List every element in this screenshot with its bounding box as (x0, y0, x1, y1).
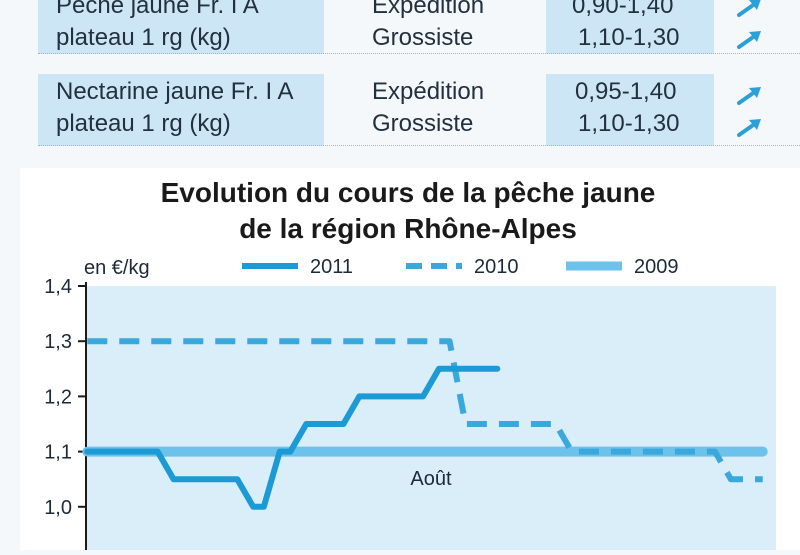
chart-title-line-2: de la région Rhône-Alpes (239, 213, 577, 244)
up-arrow-icon (737, 87, 761, 105)
y-tick-label: 1,3 (44, 331, 72, 353)
up-arrow-icon (737, 0, 761, 17)
y-tick-label: 1,1 (44, 442, 72, 464)
product-packaging: plateau 1 rg (kg) (56, 24, 231, 51)
product-name: Pêche jaune Fr. I A (56, 0, 259, 19)
product-name: Nectarine jaune Fr. I A (56, 78, 294, 105)
chart-title-line-1: Evolution du cours de la pêche jaune (161, 177, 656, 208)
price-table: Pêche jaune Fr. I A plateau 1 rg (kg) Ex… (38, 0, 800, 150)
legend-label-2009: 2009 (634, 256, 679, 278)
legend-label-2011: 2011 (310, 256, 353, 278)
y-axis: 0,91,01,11,21,31,4 (44, 276, 87, 555)
legend-label-2010: 2010 (474, 256, 519, 278)
stage-expedition: Expédition (372, 78, 485, 105)
stage-grossiste: Grossiste (372, 24, 474, 51)
series-line-2011 (84, 365, 501, 510)
chart-panel: Evolution du cours de la pêche jaune de … (20, 168, 800, 555)
y-tick-label: 1,4 (44, 276, 72, 298)
month-annotation: Août (410, 468, 452, 490)
up-arrow-icon (737, 119, 761, 137)
table-row: Pêche jaune Fr. I A plateau 1 rg (kg) Ex… (38, 0, 800, 54)
y-tick-label: 1,0 (44, 497, 72, 519)
chart-legend: 2011 2010 2009 (242, 256, 679, 278)
y-tick-label: 1,2 (44, 386, 72, 408)
price-range: 0,95-1,40 (575, 78, 677, 105)
plot-area (86, 286, 776, 555)
price-evolution-chart: Evolution du cours de la pêche jaune de … (44, 177, 777, 555)
series-layer (82, 338, 768, 510)
price-range: 0,90-1,40 (572, 0, 674, 19)
stage-expedition: Expédition (372, 0, 485, 19)
up-arrow-icon (737, 31, 761, 49)
price-range: 1,10-1,30 (578, 24, 680, 51)
product-packaging: plateau 1 rg (kg) (56, 110, 231, 137)
price-range: 1,10-1,30 (578, 110, 680, 137)
unit-label: en €/kg (84, 257, 150, 279)
table-row: Nectarine jaune Fr. I A plateau 1 rg (kg… (38, 74, 800, 146)
stage-grossiste: Grossiste (372, 110, 474, 137)
